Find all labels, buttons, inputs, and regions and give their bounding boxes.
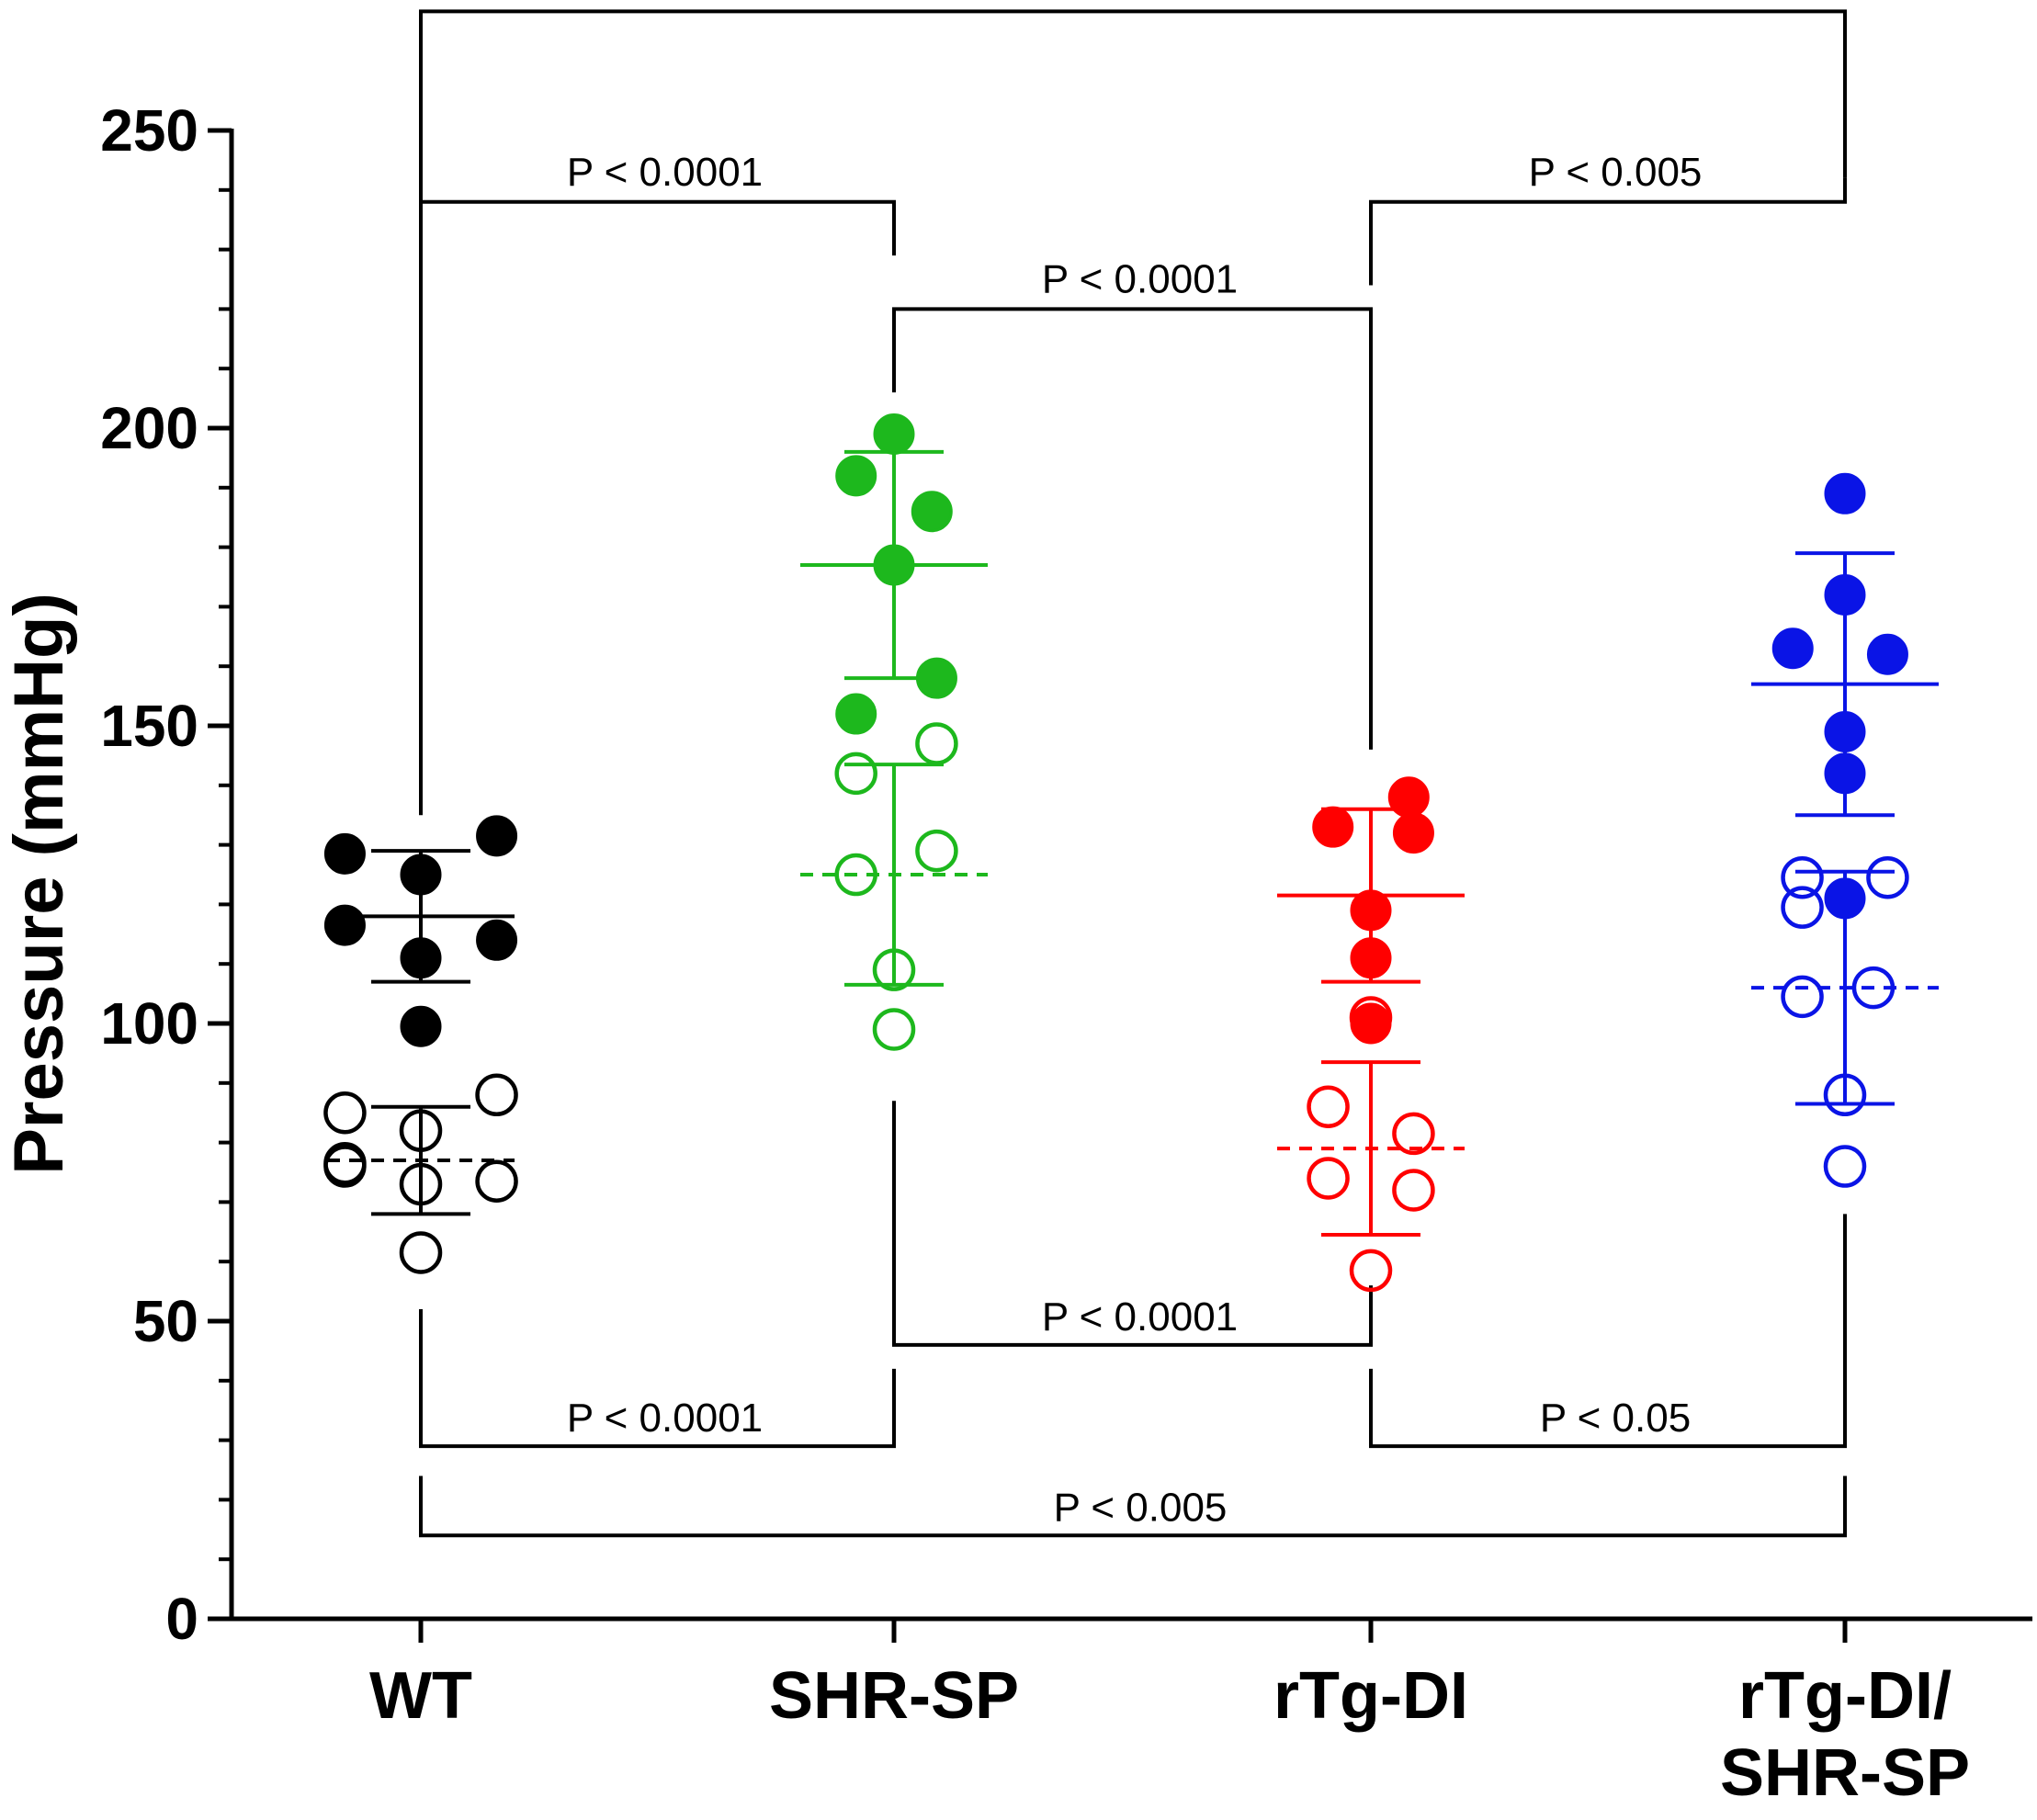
open-data-point <box>915 722 958 765</box>
category-label-line: rTg-DI <box>1273 1659 1468 1733</box>
filled-data-point <box>1312 806 1354 848</box>
category-label: rTg-DI <box>1273 1659 1468 1733</box>
filled-data-point <box>323 832 366 875</box>
y-tick-label: 200 <box>100 395 198 461</box>
open-data-point <box>1307 1157 1350 1200</box>
p-value-label: P < 0.0001 <box>1042 256 1238 301</box>
filled-data-point <box>915 657 957 699</box>
filled-data-point <box>1350 937 1392 979</box>
comparison-bracket <box>892 307 1373 750</box>
data-points <box>323 413 1909 1293</box>
p-value-label: P < 0.05 <box>1540 1396 1691 1441</box>
comparison-bracket <box>892 1101 1373 1347</box>
comparison-bracket <box>419 1475 1847 1538</box>
open-data-point <box>1781 855 1824 899</box>
filled-data-point <box>1824 752 1866 795</box>
mean-sd-bars <box>327 449 1939 1238</box>
open-data-point <box>399 1162 443 1206</box>
filled-data-point <box>835 455 877 497</box>
open-data-point <box>1392 1112 1435 1156</box>
p-value-label: P < 0.0001 <box>567 150 763 195</box>
filled-data-point <box>911 491 953 533</box>
open-data-point <box>1392 1169 1435 1212</box>
filled-data-point <box>1387 776 1430 819</box>
open-data-point <box>1823 1073 1867 1117</box>
filled-data-point <box>476 919 518 961</box>
filled-data-point <box>400 1005 442 1047</box>
open-data-point <box>1307 1085 1350 1128</box>
axes <box>208 128 2032 1643</box>
comparison-bracket <box>419 1309 896 1449</box>
p-value-label: P < 0.005 <box>1054 1485 1228 1530</box>
p-value-label: P < 0.005 <box>1529 150 1703 195</box>
filled-data-point <box>1350 889 1392 932</box>
category-label-line: SHR-SP <box>769 1659 1019 1733</box>
y-tick-label: 50 <box>133 1288 198 1354</box>
open-data-point <box>1866 855 1909 899</box>
category-label: WT <box>369 1659 472 1733</box>
open-data-point <box>1349 1249 1393 1293</box>
category-label-line: WT <box>369 1659 472 1733</box>
open-data-point <box>1349 996 1393 1039</box>
filled-data-point <box>1392 812 1434 854</box>
p-value-label: P < 0.0001 <box>567 1396 763 1441</box>
filled-data-point <box>873 413 915 455</box>
comparison-bracket <box>419 9 1847 209</box>
open-data-point <box>323 1145 367 1188</box>
open-data-point <box>323 1091 367 1135</box>
open-data-point <box>834 853 877 897</box>
open-data-point <box>872 948 916 991</box>
p-value-label: P < 0.0005 <box>1042 0 1238 4</box>
comparison-bracket <box>1369 177 1847 286</box>
y-tick-label: 0 <box>165 1586 198 1652</box>
category-label-line: SHR-SP <box>1720 1736 1970 1810</box>
open-data-point <box>1851 966 1896 1010</box>
filled-data-point <box>873 544 915 586</box>
filled-data-point <box>1824 877 1866 920</box>
category-label: rTg-DI/SHR-SP <box>1720 1659 1970 1810</box>
open-data-point <box>834 752 877 796</box>
open-data-point <box>1781 975 1824 1019</box>
p-value-label: P < 0.0001 <box>1042 1294 1238 1340</box>
open-data-point <box>399 1231 443 1274</box>
open-data-point <box>475 1159 518 1203</box>
filled-data-point <box>1866 633 1908 675</box>
open-data-point <box>872 1008 916 1051</box>
y-axis-title: Pressure (mmHg) <box>0 593 78 1175</box>
open-data-point <box>1781 886 1824 929</box>
filled-data-point <box>1824 472 1866 514</box>
filled-data-point <box>835 693 877 735</box>
filled-data-point <box>400 937 442 979</box>
comparison-bracket <box>419 199 896 816</box>
category-label: SHR-SP <box>769 1659 1019 1733</box>
y-tick-label: 150 <box>100 693 198 759</box>
open-data-point <box>915 829 958 873</box>
open-data-point <box>475 1073 518 1117</box>
comparison-brackets <box>419 9 1847 1538</box>
y-tick-label: 250 <box>100 97 198 164</box>
filled-data-point <box>1824 710 1866 752</box>
filled-data-point <box>1771 627 1814 670</box>
comparison-bracket <box>1369 1214 1847 1449</box>
filled-data-point <box>323 904 366 946</box>
filled-data-point <box>400 853 442 896</box>
open-data-point <box>399 1109 443 1152</box>
category-label-line: rTg-DI/ <box>1738 1659 1952 1733</box>
y-tick-label: 100 <box>100 990 198 1057</box>
filled-data-point <box>1824 573 1866 616</box>
filled-data-point <box>476 815 518 857</box>
open-data-point <box>1823 1145 1867 1188</box>
